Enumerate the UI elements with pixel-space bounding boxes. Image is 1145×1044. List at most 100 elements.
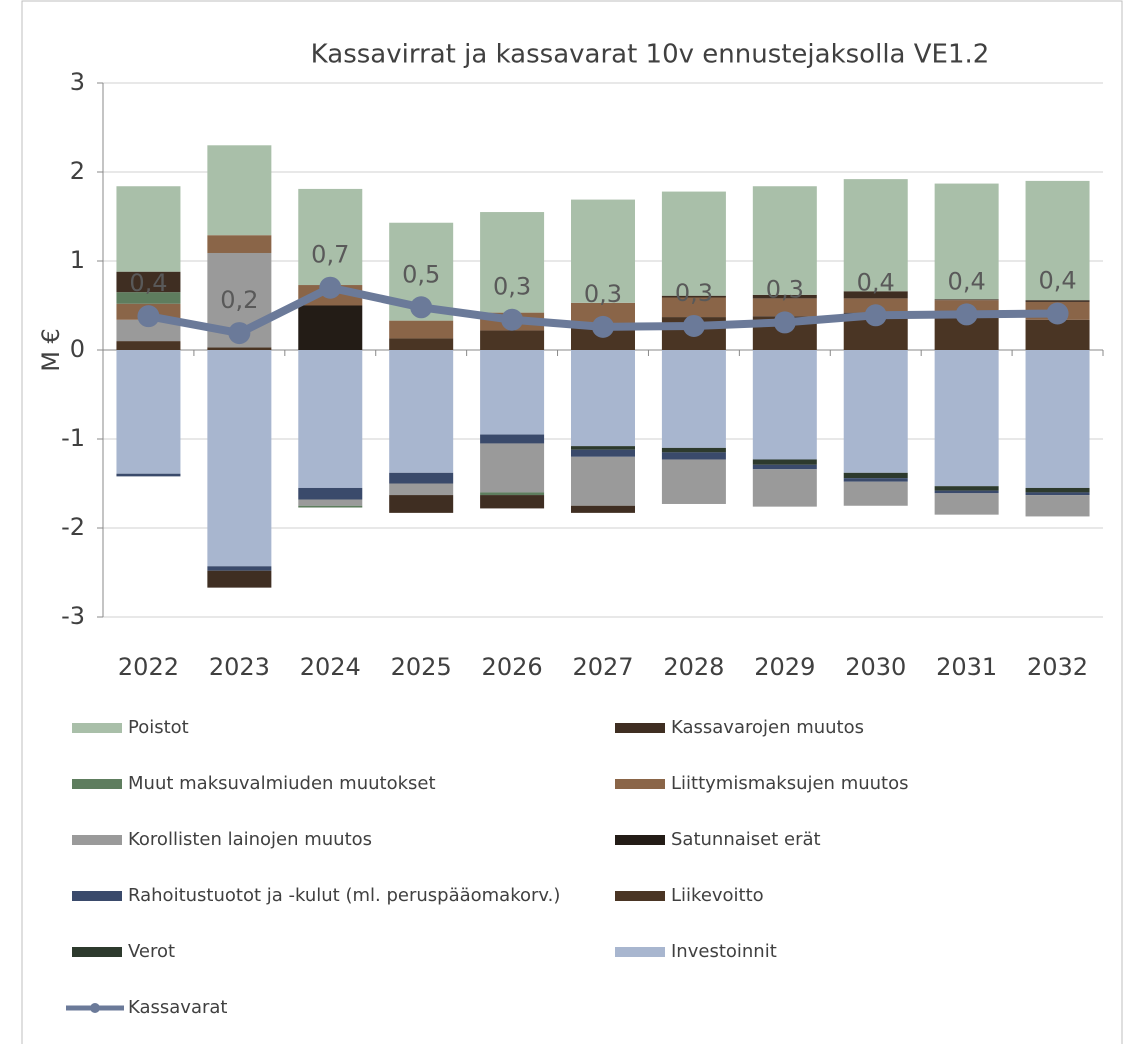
- data-label: 0,3: [675, 279, 713, 307]
- bar-segment: [752, 459, 817, 465]
- bar-segment: [116, 271, 181, 293]
- bar-segment: [752, 469, 817, 507]
- bar-segment: [480, 212, 545, 313]
- y-tick-label: 3: [70, 68, 85, 96]
- x-tick-label: 2032: [1027, 653, 1088, 681]
- legend-label: Rahoitustuotot ja -kulut (ml. peruspääom…: [128, 885, 560, 906]
- bar-segment: [116, 292, 181, 304]
- y-tick-label: -3: [61, 602, 85, 630]
- bar-segment: [298, 188, 363, 286]
- line-marker: [592, 315, 614, 338]
- y-axis-label: M €: [37, 328, 65, 372]
- bar-segment: [752, 464, 817, 470]
- x-tick-label: 2026: [482, 653, 543, 681]
- data-label: 0,3: [493, 273, 531, 301]
- bar-segment: [661, 295, 726, 298]
- bar-segment: [843, 472, 908, 479]
- bar-segment: [752, 350, 817, 460]
- data-label: 0,2: [220, 286, 258, 314]
- bar-segment: [661, 447, 726, 453]
- data-label: 0,4: [129, 269, 167, 297]
- line-marker: [1046, 302, 1069, 325]
- bar-segment: [298, 487, 363, 500]
- bar-segment: [116, 186, 181, 272]
- line-marker: [773, 311, 796, 334]
- line-marker: [319, 276, 342, 299]
- bar-segment: [389, 320, 454, 339]
- chart-frame: [21, 0, 1123, 1044]
- bar-segment: [116, 473, 181, 477]
- line-marker: [682, 314, 705, 337]
- x-tick-label: 2023: [209, 653, 270, 681]
- bar-segment: [571, 199, 635, 303]
- bar-segment: [843, 481, 908, 506]
- bar-segment: [207, 566, 272, 571]
- legend-swatch: [615, 835, 665, 845]
- bar-segment: [207, 570, 272, 588]
- y-tick-label: 2: [70, 157, 85, 185]
- legend-swatch: [72, 947, 122, 957]
- legend-label: Korollisten lainojen muutos: [128, 829, 372, 850]
- bar-segment: [207, 350, 272, 567]
- bar-segment: [661, 452, 726, 460]
- bar-segment: [1025, 492, 1090, 496]
- bar-segment: [389, 350, 454, 473]
- bar-segment: [1025, 300, 1090, 302]
- bar-segment: [571, 449, 635, 457]
- bar-segment: [207, 347, 272, 350]
- x-tick-label: 2022: [118, 653, 179, 681]
- bar-segment: [934, 183, 999, 300]
- bar-segment: [116, 341, 181, 350]
- bar-segment: [207, 235, 272, 253]
- legend-label: Poistot: [128, 717, 189, 738]
- bar-segment: [571, 446, 635, 450]
- x-tick-label: 2029: [754, 653, 815, 681]
- bar-segment: [480, 443, 545, 493]
- bar-segment: [389, 495, 454, 513]
- legend-swatch: [615, 779, 665, 789]
- data-label: 0,4: [1038, 267, 1076, 295]
- legend-label: Kassavarojen muutos: [671, 717, 864, 738]
- bar-segment: [752, 298, 817, 317]
- bar-segment: [752, 186, 817, 295]
- y-tick-label: 1: [70, 246, 85, 274]
- bar-segment: [207, 145, 272, 236]
- bar-segment: [661, 297, 726, 318]
- bar-segment: [480, 492, 545, 496]
- data-label: 0,3: [766, 275, 804, 303]
- bar-segment: [571, 350, 635, 447]
- data-label: 0,7: [311, 241, 349, 269]
- bar-segment: [571, 302, 635, 326]
- bar-segment: [1025, 495, 1090, 517]
- x-tick-label: 2028: [663, 653, 724, 681]
- bar-segment: [934, 350, 999, 487]
- legend-label: Kassavarat: [128, 997, 227, 1018]
- line-marker: [137, 305, 160, 328]
- chart-title: Kassavirrat ja kassavarat 10v ennustejak…: [311, 40, 990, 70]
- legend-label: Verot: [128, 941, 175, 962]
- legend-swatch: [72, 835, 122, 845]
- bar-segment: [298, 499, 363, 506]
- legend-label: Investoinnit: [671, 941, 777, 962]
- bar-segment: [661, 459, 726, 504]
- data-label: 0,4: [857, 268, 895, 296]
- bar-segment: [116, 350, 181, 474]
- x-tick-label: 2027: [572, 653, 633, 681]
- line-marker: [864, 304, 887, 327]
- bar-segment: [480, 434, 545, 444]
- bar-segment: [843, 478, 908, 482]
- bar-segment: [389, 338, 454, 350]
- x-tick-label: 2025: [391, 653, 452, 681]
- bar-segment: [298, 505, 363, 508]
- y-tick-label: -2: [61, 513, 85, 541]
- line-marker: [955, 303, 978, 326]
- legend-swatch: [90, 1003, 100, 1013]
- bar-segment: [661, 191, 726, 296]
- bar-segment: [843, 350, 908, 473]
- bar-segment: [1025, 487, 1090, 493]
- data-label: 0,5: [402, 260, 440, 288]
- y-tick-label: -1: [61, 424, 85, 452]
- bar-segment: [934, 299, 999, 301]
- y-tick-label: 0: [70, 335, 85, 363]
